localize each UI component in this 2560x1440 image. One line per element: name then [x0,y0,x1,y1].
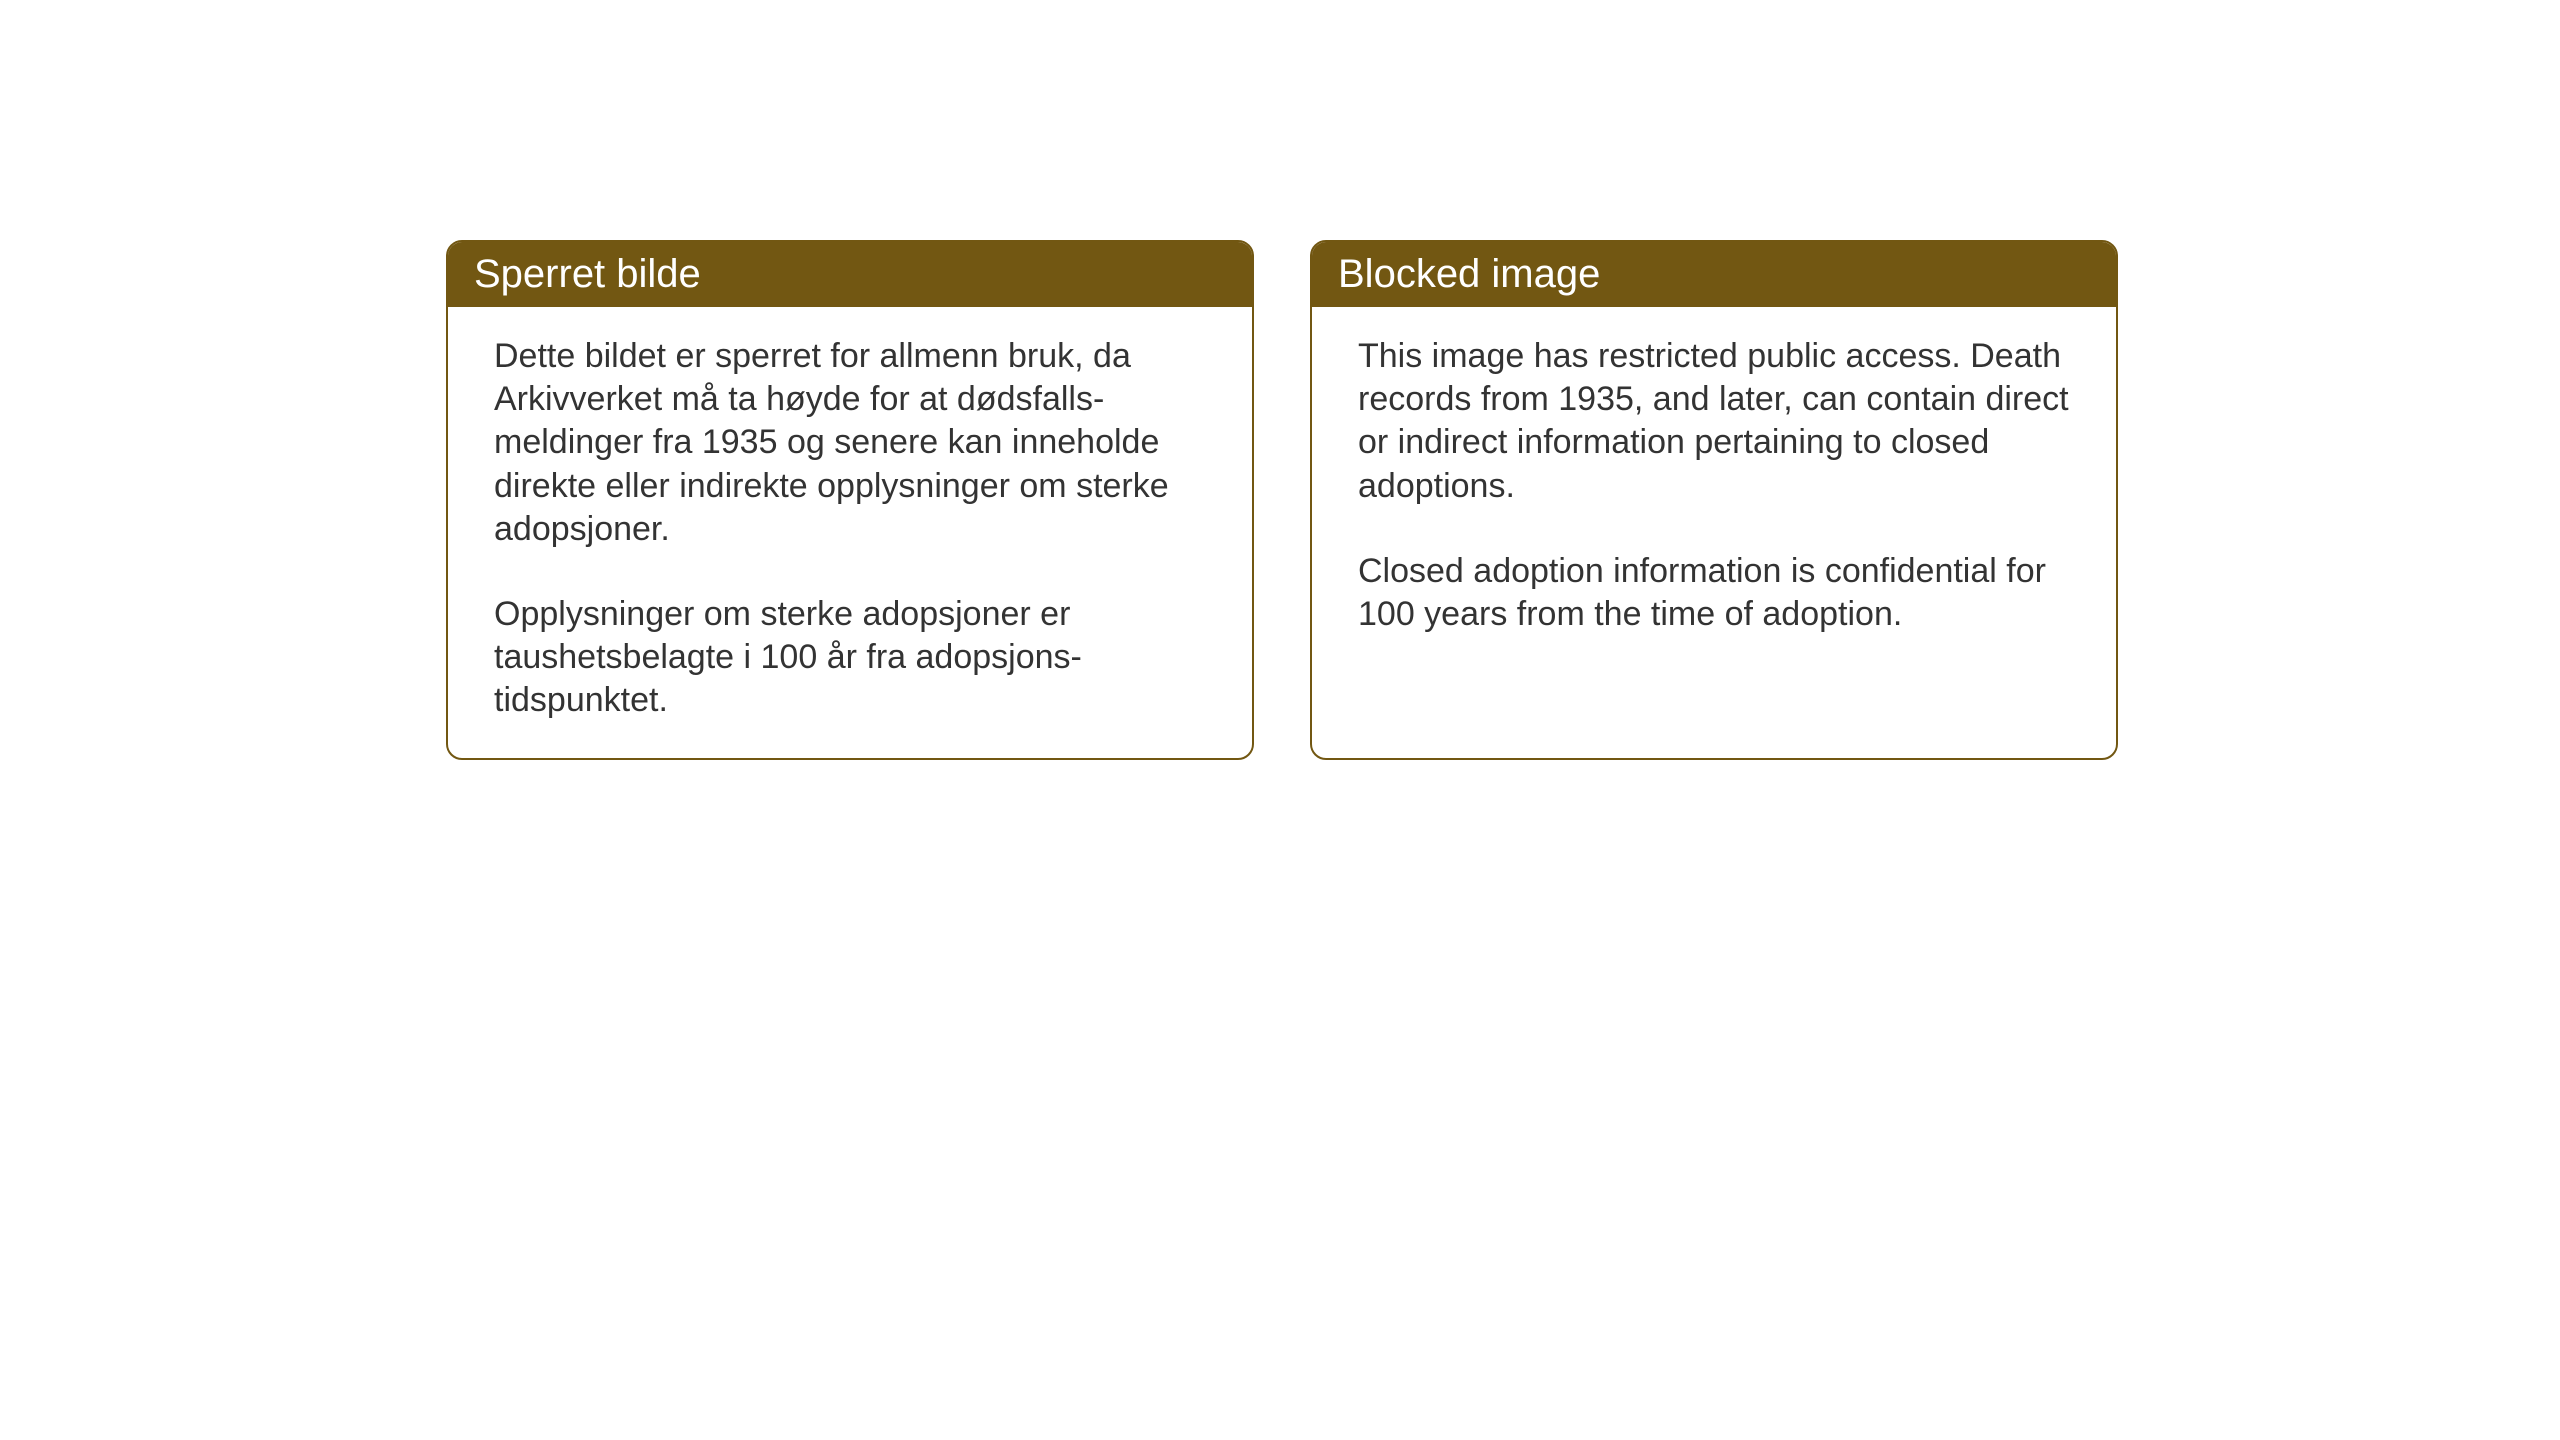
notice-container: Sperret bilde Dette bildet er sperret fo… [446,240,2118,760]
notice-card-norwegian: Sperret bilde Dette bildet er sperret fo… [446,240,1254,760]
notice-header-norwegian: Sperret bilde [448,242,1252,307]
notice-title: Sperret bilde [474,252,701,296]
notice-title: Blocked image [1338,252,1600,296]
notice-paragraph: Dette bildet er sperret for allmenn bruk… [494,335,1206,551]
notice-header-english: Blocked image [1312,242,2116,307]
notice-paragraph: This image has restricted public access.… [1358,335,2070,508]
notice-body-english: This image has restricted public access.… [1312,307,2116,741]
notice-card-english: Blocked image This image has restricted … [1310,240,2118,760]
notice-paragraph: Opplysninger om sterke adopsjoner er tau… [494,593,1206,723]
notice-paragraph: Closed adoption information is confident… [1358,550,2070,636]
notice-body-norwegian: Dette bildet er sperret for allmenn bruk… [448,307,1252,758]
